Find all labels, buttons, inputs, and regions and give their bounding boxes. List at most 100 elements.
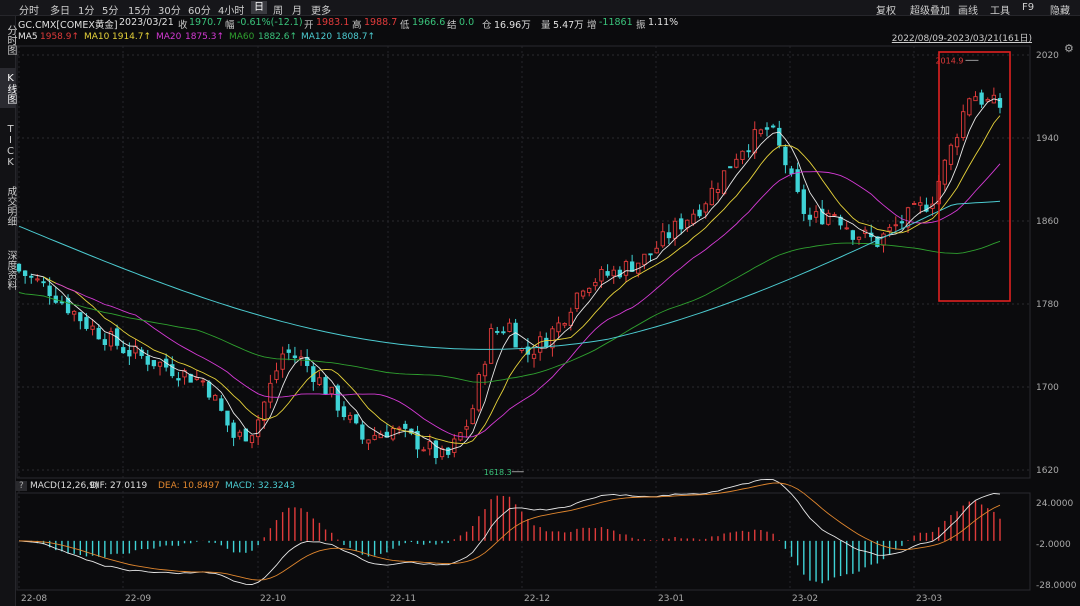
candle-body bbox=[721, 170, 727, 195]
candle-body bbox=[525, 346, 531, 355]
fuquan-button[interactable]: 复权 bbox=[876, 6, 896, 17]
candle-body bbox=[568, 311, 573, 326]
candle-body bbox=[176, 378, 181, 381]
date-range-label[interactable]: 2022/08/09-2023/03/21(161日) bbox=[891, 34, 1032, 44]
candle-body bbox=[826, 212, 831, 225]
candle-body bbox=[832, 214, 837, 216]
candle-body bbox=[691, 213, 696, 225]
candle-body bbox=[623, 261, 629, 276]
tab-month[interactable]: 月 bbox=[292, 6, 302, 17]
overlay-button[interactable]: 超级叠加 bbox=[910, 6, 950, 17]
increase-value: -11861 bbox=[599, 17, 633, 28]
candle-body bbox=[102, 339, 107, 345]
candle-body bbox=[795, 169, 800, 192]
tab-fenshi[interactable]: 分时 bbox=[19, 6, 39, 17]
tab-5min[interactable]: 5分 bbox=[102, 6, 119, 17]
y-tick-label: 1780 bbox=[1036, 300, 1059, 310]
candle-body bbox=[249, 435, 255, 444]
settle-value: 0.0 bbox=[459, 17, 475, 28]
tab-day[interactable]: 日 bbox=[251, 1, 267, 14]
tools-button[interactable]: 工具 bbox=[990, 6, 1010, 17]
candle-body bbox=[84, 317, 89, 329]
candle-body bbox=[90, 325, 95, 330]
tab-30min[interactable]: 30分 bbox=[158, 6, 181, 17]
settle-label: 结 bbox=[447, 20, 457, 31]
candle-body bbox=[127, 349, 132, 357]
candle-body bbox=[41, 281, 46, 284]
sidebar-item-tick[interactable]: TICK bbox=[5, 124, 16, 168]
candle-body bbox=[225, 410, 230, 426]
settings-gear-icon[interactable]: ⚙ bbox=[1064, 42, 1074, 55]
candle-body bbox=[170, 364, 175, 377]
tab-1min[interactable]: 1分 bbox=[78, 6, 95, 17]
candle-body bbox=[341, 406, 347, 418]
sidebar-item-kline[interactable]: K线图 bbox=[0, 68, 16, 108]
candle-body bbox=[262, 401, 267, 422]
amplitude-value: 1.11% bbox=[648, 17, 679, 28]
ma5-line bbox=[31, 98, 1001, 451]
sidebar-item-trades[interactable]: 成交明细 bbox=[5, 186, 16, 226]
low-label: 低 bbox=[400, 20, 410, 31]
tab-duori[interactable]: 多日 bbox=[50, 6, 70, 17]
candle-body bbox=[887, 226, 892, 232]
candle-body bbox=[488, 328, 494, 364]
candle-body bbox=[35, 278, 40, 281]
candle-body bbox=[274, 370, 279, 380]
candle-body bbox=[495, 331, 500, 333]
candle-body bbox=[574, 292, 580, 310]
tab-60min[interactable]: 60分 bbox=[188, 6, 211, 17]
candle-body bbox=[476, 374, 481, 411]
f9-button[interactable]: F9 bbox=[1022, 2, 1035, 13]
candle-body bbox=[396, 427, 402, 430]
candle-body bbox=[881, 233, 886, 246]
macd-plot-frame bbox=[16, 492, 1031, 591]
candle-body bbox=[206, 381, 212, 398]
y-tick-label: 1860 bbox=[1036, 217, 1059, 227]
candle-body bbox=[78, 312, 83, 322]
draw-line-button[interactable]: 画线 bbox=[958, 6, 978, 17]
candle-body bbox=[813, 211, 819, 218]
sidebar-item-fenshi[interactable]: 分时图 bbox=[5, 25, 16, 55]
ma5-label: MA5 bbox=[18, 32, 38, 42]
candle-body bbox=[139, 349, 144, 356]
candle-body bbox=[446, 447, 451, 455]
candle-body bbox=[108, 331, 114, 347]
hold-value: 16.96万 bbox=[494, 20, 531, 31]
macd-y-tick-label: -28.0000 bbox=[1036, 581, 1077, 591]
candle-body bbox=[219, 398, 224, 411]
candle-body bbox=[764, 127, 770, 130]
tab-4hour[interactable]: 4小时 bbox=[218, 6, 245, 17]
ma60-label: MA60 bbox=[229, 32, 255, 42]
candle-body bbox=[59, 301, 65, 304]
ma10-line bbox=[43, 115, 1001, 444]
macd-dif: DIF: 27.0119 bbox=[90, 481, 148, 491]
ma60-value: 1882.6↑ bbox=[258, 32, 298, 42]
hide-button[interactable]: 隐藏 bbox=[1050, 6, 1070, 17]
macd-help-icon[interactable]: ? bbox=[16, 481, 27, 491]
tab-15min[interactable]: 15分 bbox=[128, 6, 151, 17]
candle-body bbox=[286, 349, 291, 353]
candle-body bbox=[899, 221, 905, 224]
x-tick-label: 23-01 bbox=[658, 594, 684, 604]
candle-body bbox=[470, 408, 475, 425]
tab-more[interactable]: 更多 bbox=[311, 6, 331, 17]
ma120-line bbox=[18, 200, 1001, 350]
candle-body bbox=[709, 187, 714, 206]
x-tick-label: 23-03 bbox=[916, 594, 942, 604]
candle-body bbox=[47, 285, 52, 297]
x-tick-label: 22-11 bbox=[390, 594, 416, 604]
tab-week[interactable]: 周 bbox=[273, 6, 283, 17]
candle-body bbox=[255, 419, 261, 438]
highlight-box bbox=[938, 51, 1011, 302]
candle-body bbox=[679, 218, 684, 230]
candle-body bbox=[507, 322, 512, 332]
high-value: 1988.7 bbox=[364, 17, 398, 28]
candle-body bbox=[587, 287, 592, 293]
candle-body bbox=[556, 322, 561, 333]
sidebar-item-depth[interactable]: 深度资料 bbox=[5, 250, 16, 290]
macd-label: MACD(12,26,9) bbox=[30, 481, 99, 491]
ma120-value: 1808.7↑ bbox=[336, 32, 376, 42]
change-label: 幅 bbox=[225, 20, 235, 31]
open-label: 开 bbox=[304, 20, 314, 31]
